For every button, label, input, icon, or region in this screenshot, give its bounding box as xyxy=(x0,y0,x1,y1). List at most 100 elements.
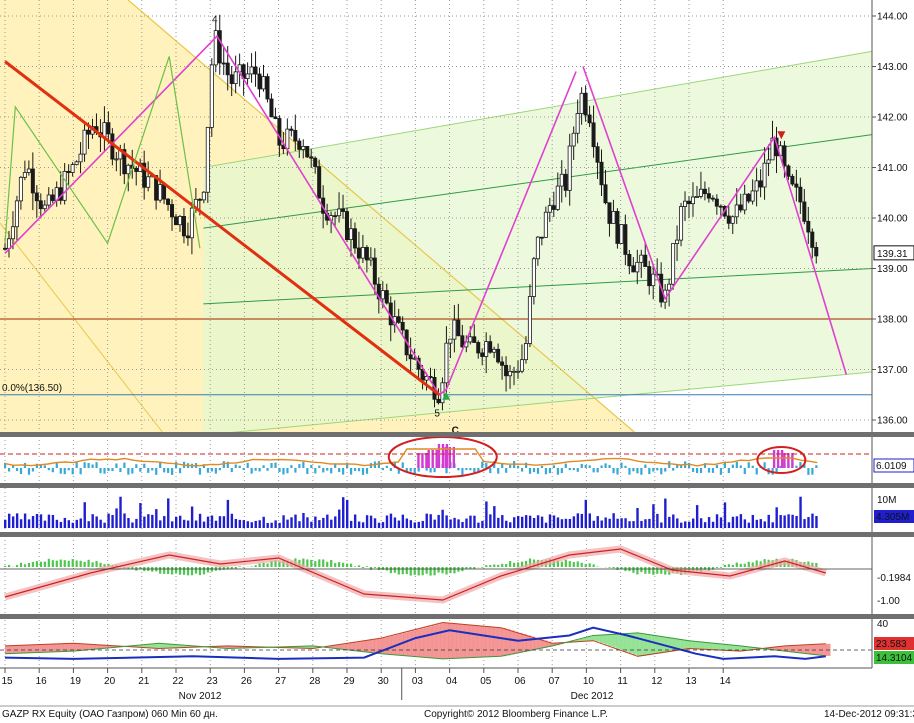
volume-bar xyxy=(719,517,723,528)
candle-body xyxy=(472,336,477,343)
candle-body xyxy=(603,184,608,204)
osc-bar xyxy=(139,468,142,472)
dmi-area-slice xyxy=(111,645,117,648)
dmi-area-slice xyxy=(751,647,757,650)
candle-body xyxy=(301,146,306,150)
candle-body xyxy=(758,180,763,188)
dmi-area-slice xyxy=(485,626,490,658)
osc-bar xyxy=(445,468,448,474)
volume-bar xyxy=(182,519,186,528)
price-tick-label: 138.00 xyxy=(877,315,908,326)
osc-bar xyxy=(59,468,62,474)
volume-bar xyxy=(497,517,500,528)
candle-body xyxy=(170,204,175,218)
osc-bar xyxy=(469,468,472,471)
candle-body xyxy=(468,336,473,343)
volume-bar xyxy=(127,518,130,528)
volume-bar xyxy=(505,520,508,528)
dmi-area-slice xyxy=(423,627,429,658)
osc-bar xyxy=(600,465,603,468)
macd-bar xyxy=(23,564,27,567)
macd-bar xyxy=(660,567,663,574)
dmi-area-slice xyxy=(583,637,589,642)
osc-bar xyxy=(47,468,50,471)
volume-bar xyxy=(648,518,651,528)
candle-body xyxy=(205,126,210,193)
macd-bar xyxy=(711,567,715,570)
x-tick-label: 20 xyxy=(104,676,116,687)
osc-bar xyxy=(290,465,293,468)
volume-bar xyxy=(202,521,206,528)
macd-bar xyxy=(202,567,206,575)
osc-bar xyxy=(409,468,412,472)
volume-bar xyxy=(67,520,71,528)
osc-bar xyxy=(87,462,90,468)
price-tick-label: 142.00 xyxy=(877,113,908,124)
macd-bar xyxy=(815,562,818,567)
x-tick-label: 28 xyxy=(309,676,321,687)
volume-bar xyxy=(544,522,548,528)
buy-marker xyxy=(442,391,451,400)
axis-layer: 144.00 143.00 142.00 141.00 140.00 139.00 138.… xyxy=(0,0,914,707)
volume-bar xyxy=(636,507,639,528)
macd-bar xyxy=(735,562,738,567)
volume-bar xyxy=(799,496,802,528)
volume-bar xyxy=(811,513,814,528)
dmi-area-slice xyxy=(345,643,351,650)
dmi-value-box-green xyxy=(874,651,914,664)
macd-bar xyxy=(413,567,416,575)
volume-bar xyxy=(425,513,428,528)
volume-bar xyxy=(310,521,313,528)
osc-bar xyxy=(4,462,7,468)
price-tick-label: 136.00 xyxy=(877,416,908,427)
volume-bar xyxy=(576,513,580,528)
macd-bar xyxy=(39,561,42,567)
candle-body xyxy=(782,145,787,167)
macd-bar xyxy=(489,565,492,567)
dmi-area-slice xyxy=(329,646,334,648)
osc-bar xyxy=(346,462,349,468)
osc-value-label: 6.0109 xyxy=(876,461,907,472)
dmi-area-slice xyxy=(362,641,367,652)
volume-bar xyxy=(369,515,373,528)
candle-body xyxy=(3,247,8,250)
candle-body xyxy=(372,257,377,285)
macd-bar xyxy=(27,562,31,567)
macd-bar xyxy=(739,563,742,567)
dmi-area-slice xyxy=(632,633,638,655)
dmi-area-slice xyxy=(247,646,252,648)
dmi-area-slice xyxy=(62,643,68,652)
dmi-area-slice xyxy=(579,638,585,642)
osc-bar xyxy=(250,468,253,474)
macd-bar xyxy=(190,567,194,576)
volume-bar xyxy=(63,517,67,528)
candle-body xyxy=(798,186,803,203)
volume-bar xyxy=(171,521,174,528)
dmi-area-slice xyxy=(452,623,458,659)
panel-separator xyxy=(0,532,914,537)
dmi-area-slice xyxy=(727,644,733,651)
osc-spike xyxy=(417,453,420,468)
volume-bar xyxy=(528,515,532,528)
volume-bar xyxy=(346,499,349,528)
dmi-area-slice xyxy=(678,639,683,651)
osc-bar xyxy=(71,468,74,475)
dmi-area-slice xyxy=(505,629,511,656)
macd-bar xyxy=(75,560,78,567)
sell-marker xyxy=(777,131,786,140)
volume-bar xyxy=(218,516,222,528)
volume-bar xyxy=(15,513,19,528)
osc-bar xyxy=(119,468,122,473)
candle-body xyxy=(18,176,23,202)
osc-bar xyxy=(405,468,408,473)
osc-bar xyxy=(811,468,814,475)
volume-bar xyxy=(238,519,242,528)
macd-bar xyxy=(437,567,440,573)
dmi-area-slice xyxy=(13,645,18,654)
volume-bar xyxy=(282,515,285,528)
dmi-value-label-green: 14.3104 xyxy=(876,653,913,664)
candle-body xyxy=(348,228,353,240)
osc-spike xyxy=(776,450,780,468)
volume-bar xyxy=(676,518,679,528)
dmi-area-slice xyxy=(526,635,531,652)
